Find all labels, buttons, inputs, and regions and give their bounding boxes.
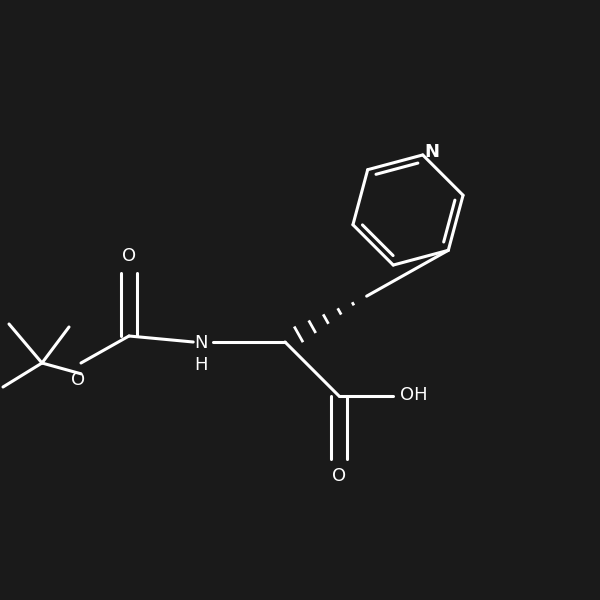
Text: H: H [194,356,208,374]
Text: OH: OH [400,386,428,404]
Text: N: N [424,143,439,161]
Text: O: O [71,371,85,389]
Text: N: N [194,334,208,352]
Text: O: O [122,247,136,265]
Text: O: O [332,467,346,485]
